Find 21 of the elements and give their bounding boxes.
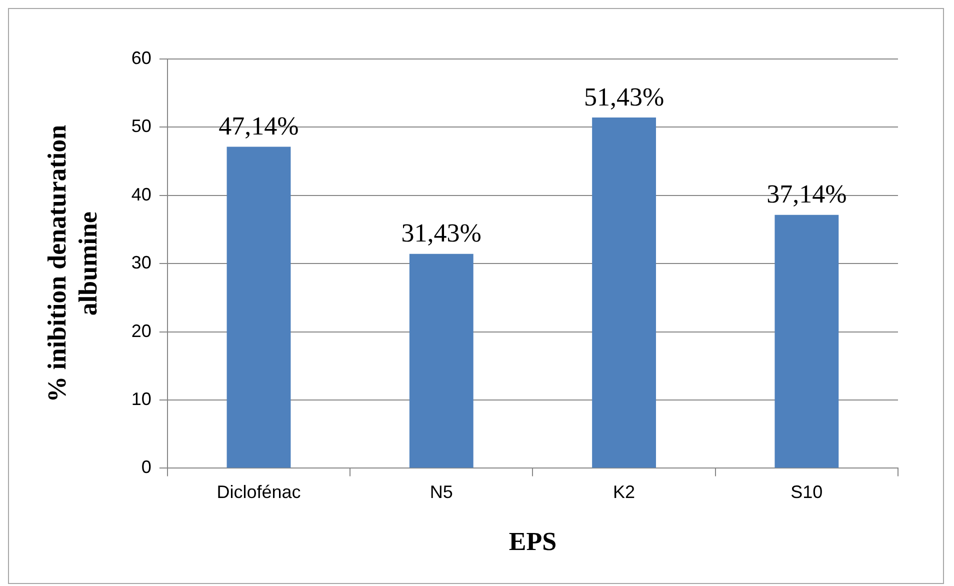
data-label: 47,14% (218, 112, 299, 141)
bar (592, 117, 656, 468)
y-tick-label: 10 (131, 388, 152, 409)
y-tick-label: 30 (131, 252, 152, 273)
x-axis-title: EPS (508, 527, 557, 556)
data-label: 37,14% (766, 180, 847, 209)
y-tick-label: 20 (131, 320, 152, 341)
data-label: 31,43% (401, 218, 482, 248)
bar (774, 214, 839, 468)
x-tick-label: Diclofénac (216, 482, 301, 502)
x-tick-label: N5 (430, 482, 453, 502)
bar (409, 254, 474, 468)
data-label: 51,43% (584, 82, 664, 112)
x-tick-label: S10 (790, 482, 823, 502)
y-tick-label: 40 (131, 184, 152, 204)
y-axis-title: % inibition denaturation albumine (42, 124, 103, 402)
bar (226, 146, 291, 468)
y-tick-label: 0 (141, 457, 152, 478)
x-tick-label: K2 (613, 482, 636, 502)
y-tick-label: 60 (131, 48, 152, 68)
y-tick-label: 50 (131, 116, 152, 136)
